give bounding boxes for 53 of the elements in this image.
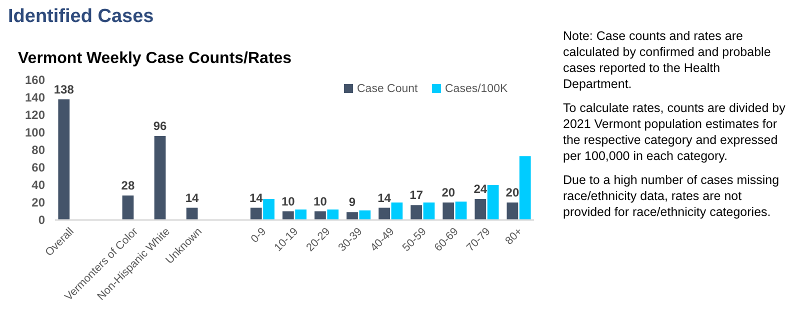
x-tick-label: 0-9 [248,226,269,246]
bar [58,99,70,220]
y-tick-label: 60 [32,160,46,175]
y-tick-label: 40 [32,178,46,192]
y-tick-label: 120 [24,108,46,122]
data-label: 20 [506,186,520,200]
legend-label: Case Count [357,83,419,95]
data-label: 9 [348,195,356,210]
bar [391,202,403,220]
bar [154,136,166,220]
x-tick-label: 80+ [503,226,525,248]
bar [442,202,454,220]
y-tick-label: 80 [32,143,46,158]
y-tick-label: 20 [32,196,46,210]
data-label: 96 [153,119,168,133]
bar [282,211,294,220]
data-label: 10 [281,194,296,208]
data-label: 14 [185,190,200,205]
bar [327,210,339,220]
data-label: 28 [121,178,135,192]
bar [359,210,371,220]
text: Due to a high number of cases missing race/ethnicity data, rates are not provided for race/ethnicity categories. [563,173,780,219]
data-label: 14 [378,190,392,205]
bar [314,211,326,220]
bar [263,199,274,220]
bar [487,185,499,220]
data-label: 10 [314,194,328,208]
data-label: 20 [442,186,456,200]
bar [519,156,531,220]
data-label: 138 [54,82,74,96]
bar [122,196,134,220]
bar [250,208,262,220]
text: Note: Case counts and rates are calculated by confirmed and probable cases reported to the Health Department. [563,29,771,91]
y-tick-label: 100 [24,126,46,140]
bar [378,208,390,220]
data-label: 24 [474,182,488,196]
text: To calculate rates, counts are divided by 2021 Vermont population estimates for the respective category and expressed per 100,000 in each category. [563,101,786,163]
bar [423,202,435,220]
data-label: 17 [410,188,424,202]
legend-label: Cases/100K [445,83,508,95]
y-tick-label: 140 [24,90,46,105]
chart-subtitle: Vermont Weekly Case Counts/Rates [18,50,292,67]
bar [455,202,467,220]
y-tick-label: 160 [24,73,46,88]
chart-title: Identified Cases [8,6,154,27]
bar [295,210,307,220]
data-label: 14 [249,190,264,205]
bar [506,202,518,220]
bar [186,208,198,220]
bar [346,212,358,220]
bar [410,205,422,220]
bar [474,199,486,220]
y-tick-label: 0 [38,213,46,228]
